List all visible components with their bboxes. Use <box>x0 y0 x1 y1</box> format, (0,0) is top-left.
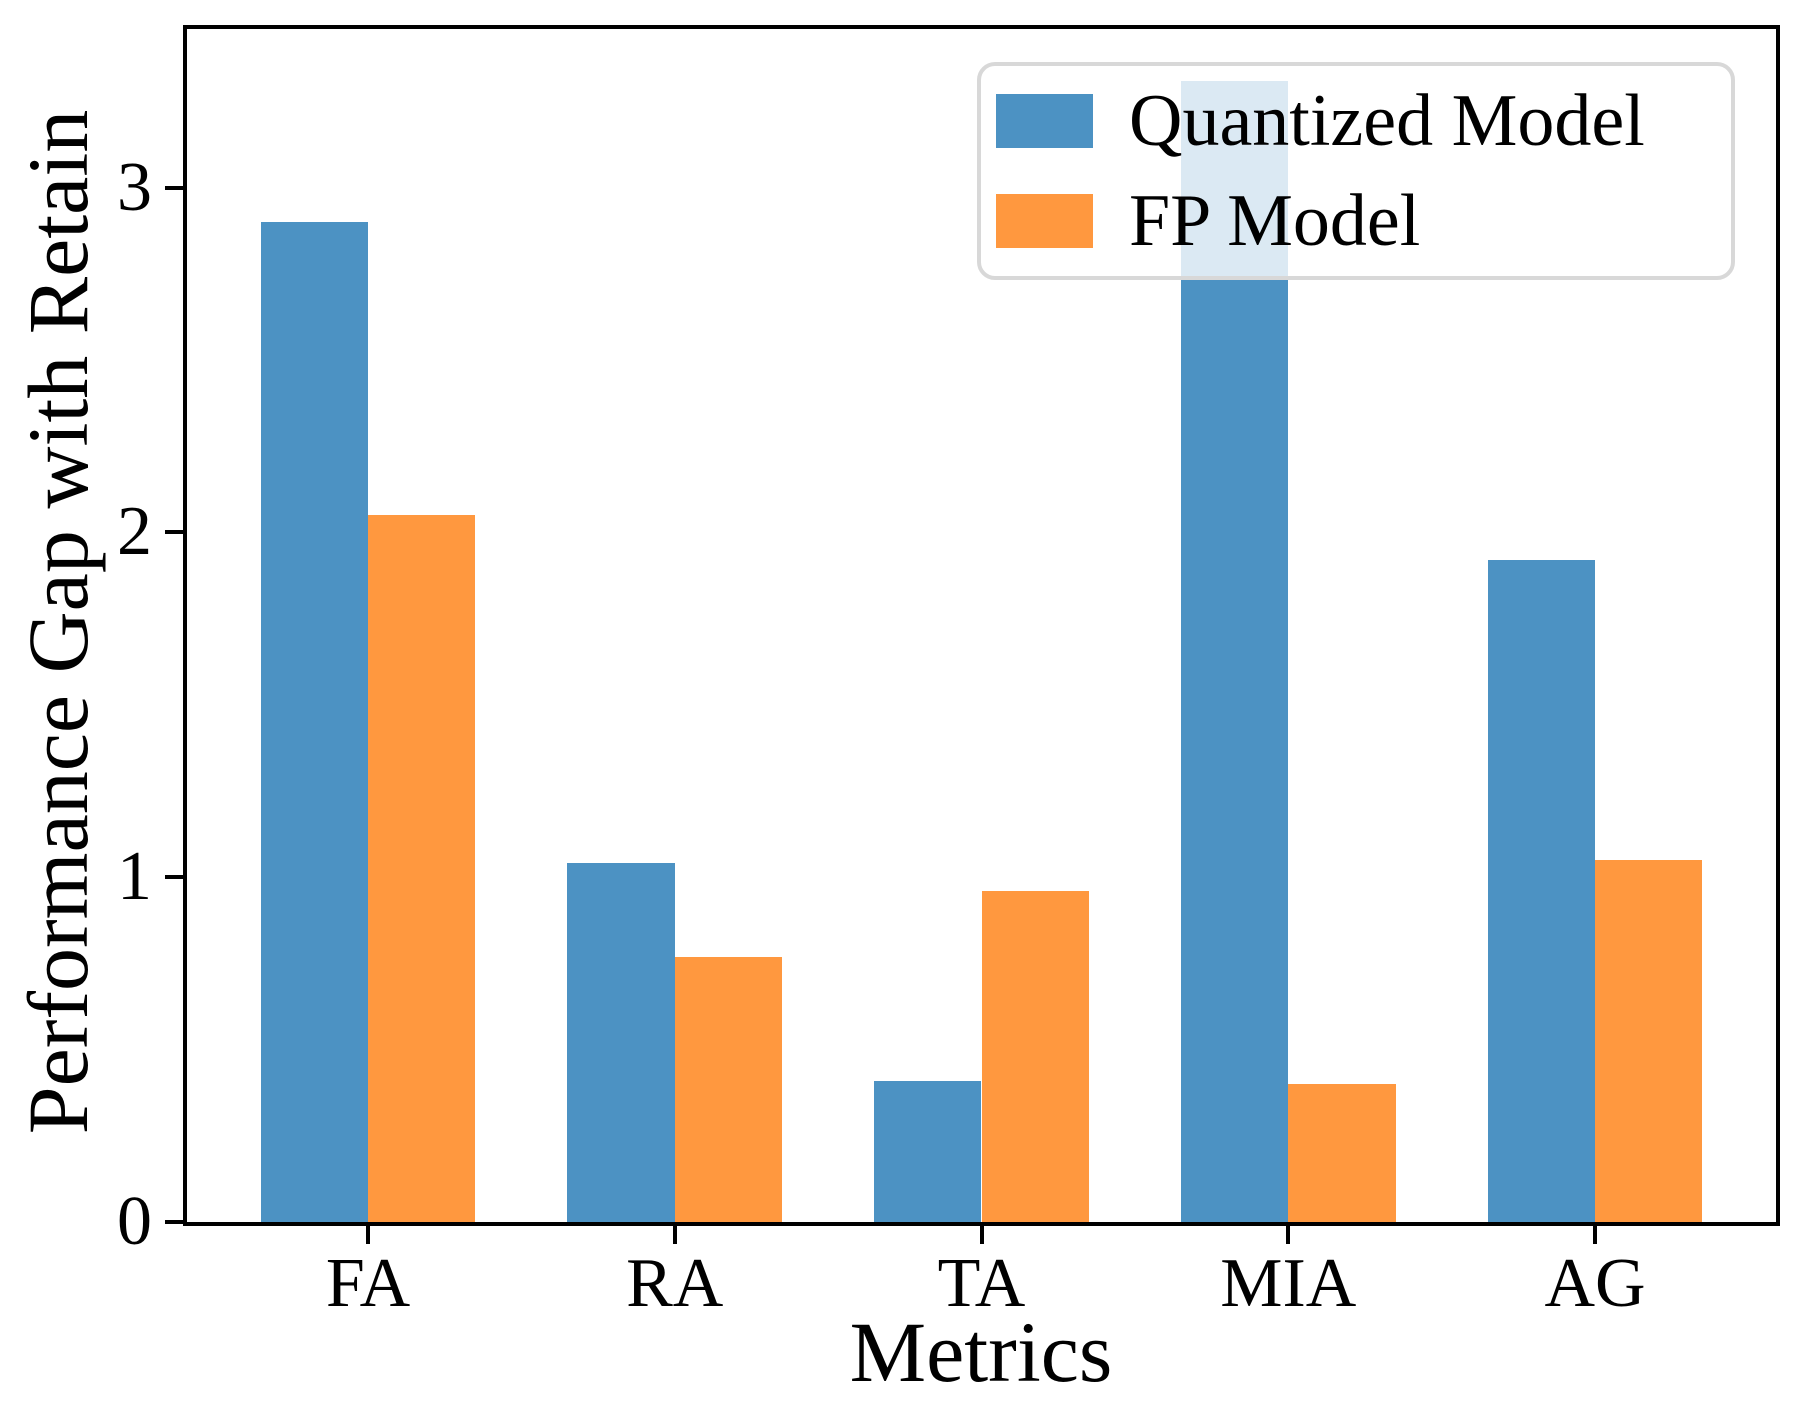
plot-area: 0 1 2 3 FA RA TA MIA AG Quantized Model FP Model <box>117 25 1780 1320</box>
legend-item-fp-model: FP Model <box>996 184 1731 258</box>
x-tick-mark-ag <box>1593 1226 1597 1244</box>
x-tick-label-ag: AG <box>1544 1245 1646 1322</box>
y-tick-mark-0 <box>165 1220 183 1224</box>
x-tick-mark-mia <box>1286 1226 1291 1244</box>
legend-label-quantized-model: Quantized Model <box>1129 80 1645 162</box>
x-tick-label-fa: FA <box>325 1245 411 1322</box>
y-tick-label-2: 2 <box>117 493 152 571</box>
bar-fp-model-fa <box>368 515 476 1222</box>
bar-quantized-model-fa <box>260 222 368 1222</box>
bar-quantized-model-ag <box>1487 560 1595 1222</box>
bar-quantized-model-ta <box>874 1080 982 1222</box>
x-tick-label-mia: MIA <box>1220 1245 1357 1322</box>
legend-swatch-quantized-model <box>996 94 1093 148</box>
x-tick-mark-ta <box>979 1226 984 1244</box>
bar-fp-model-ta <box>981 891 1089 1222</box>
bar-fp-model-ra <box>674 956 783 1222</box>
x-axis-label: Metrics <box>849 1304 1113 1400</box>
y-tick-label-3: 3 <box>117 148 152 226</box>
legend-item-quantized-model: Quantized Model <box>996 84 1731 158</box>
x-tick-label-ra: RA <box>626 1245 724 1322</box>
y-tick-label-1: 1 <box>117 838 152 916</box>
y-tick-mark-2 <box>165 530 183 535</box>
bar-fp-model-mia <box>1288 1084 1396 1222</box>
x-tick-mark-fa <box>366 1226 370 1244</box>
legend-label-fp-model: FP Model <box>1129 180 1421 262</box>
bar-quantized-model-ra <box>567 863 675 1222</box>
legend-swatch-fp-model <box>996 194 1093 248</box>
y-tick-mark-1 <box>165 875 183 880</box>
legend: Quantized Model FP Model <box>977 62 1735 280</box>
y-tick-mark-3 <box>165 185 183 190</box>
x-tick-mark-ra <box>672 1226 677 1244</box>
x-tick-label-ta: TA <box>937 1245 1026 1322</box>
bar-fp-model-ag <box>1595 860 1703 1222</box>
y-tick-label-0: 0 <box>117 1183 152 1260</box>
y-axis-label: Performance Gap with Retain <box>10 109 106 1135</box>
